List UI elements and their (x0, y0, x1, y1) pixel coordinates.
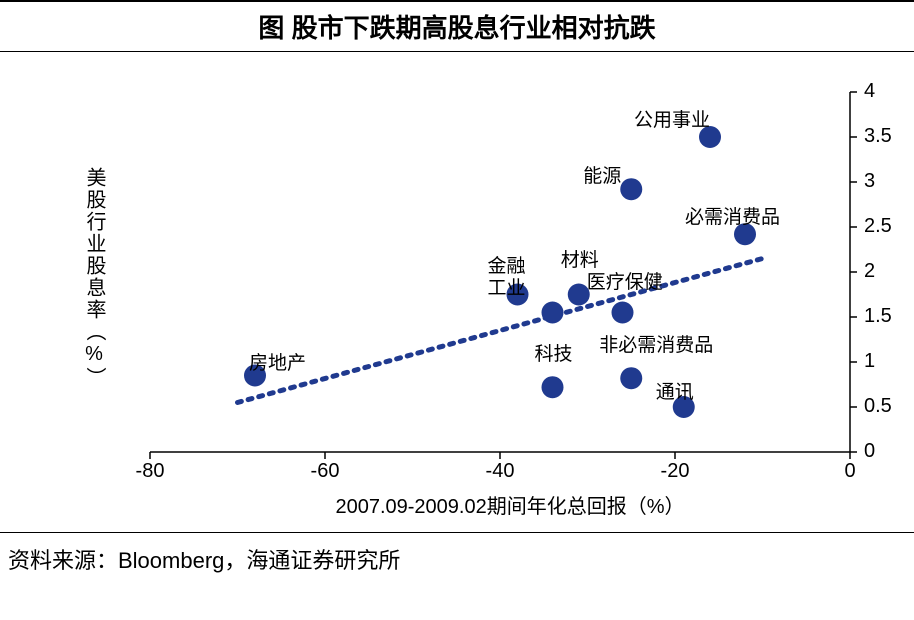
source-text: 资料来源：Bloomberg，海通证券研究所 (0, 532, 914, 585)
y-axis-label: 美股行业股息率（%） (80, 167, 109, 389)
x-tick-label: -80 (130, 460, 170, 483)
data-point-label: 医疗保健 (587, 267, 663, 294)
y-tick-label: 1 (864, 350, 875, 373)
y-tick-label: 0 (864, 440, 875, 463)
x-tick-label: -40 (480, 460, 520, 483)
y-tick-label: 2.5 (864, 215, 892, 238)
x-tick-label: -20 (655, 460, 695, 483)
data-point-label: 金融 (488, 251, 526, 278)
data-point-label: 公用事业 (634, 105, 710, 132)
data-point-label: 非必需消费品 (599, 330, 713, 357)
y-tick-label: 0.5 (864, 395, 892, 418)
x-tick-label: 0 (830, 460, 870, 483)
data-point-label: 房地产 (249, 348, 306, 375)
x-axis-label: 2007.09-2009.02期间年化总回报（%） (320, 490, 700, 519)
data-point-label: 科技 (535, 339, 573, 366)
x-tick-label: -60 (305, 460, 345, 483)
data-point-label: 能源 (583, 161, 621, 188)
data-point-label: 必需消费品 (685, 202, 780, 229)
y-tick-label: 2 (864, 260, 875, 283)
chart-area: -80-60-40-20000.511.522.533.54房地产工业金融科技材… (0, 52, 914, 532)
y-tick-label: 3 (864, 170, 875, 193)
y-tick-label: 4 (864, 80, 875, 103)
chart-title: 图 股市下跌期高股息行业相对抗跌 (0, 0, 914, 52)
data-point-label: 通讯 (656, 377, 694, 404)
y-tick-label: 3.5 (864, 125, 892, 148)
y-tick-label: 1.5 (864, 305, 892, 328)
